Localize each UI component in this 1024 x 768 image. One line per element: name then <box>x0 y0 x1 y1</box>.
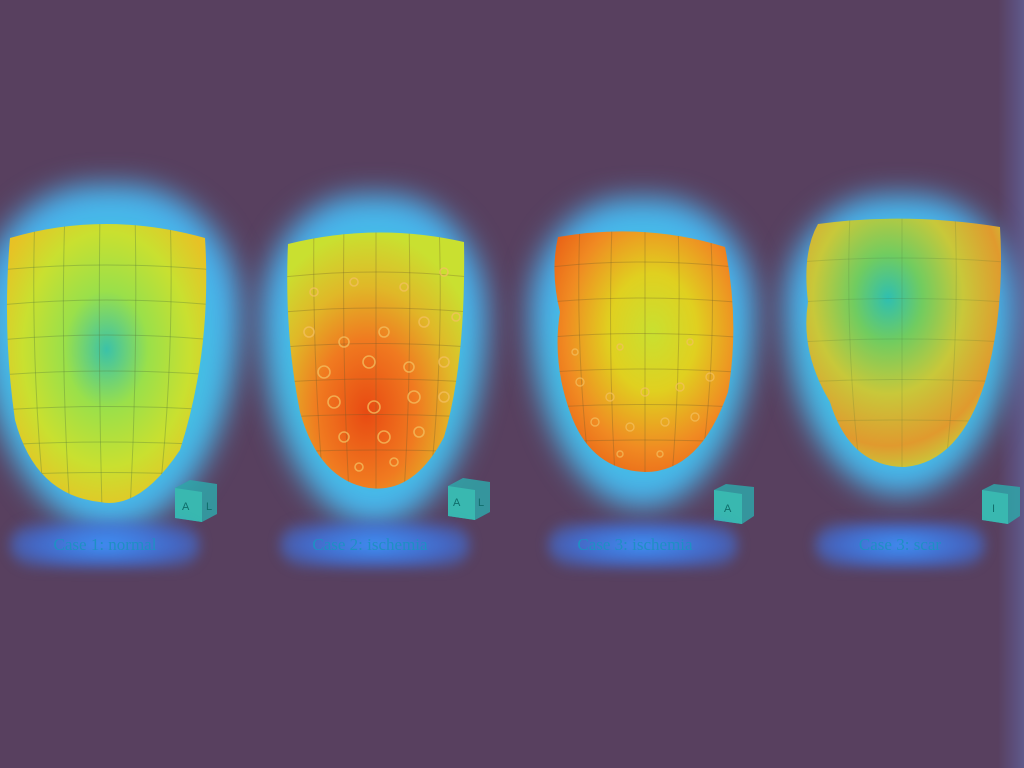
caption-glow <box>280 522 470 568</box>
cube-label: I <box>992 503 995 515</box>
heart-surface-map <box>287 232 465 489</box>
caption-case-3-ischemia: Case 3: ischemia <box>577 535 693 554</box>
heart-surface-map <box>806 218 1001 467</box>
cube-label: A <box>724 503 732 515</box>
cube-label: A <box>182 501 190 513</box>
heart-surface-map <box>6 224 207 503</box>
caption-glow <box>815 522 985 568</box>
orientation-cube: A <box>714 484 754 524</box>
orientation-cube: A L <box>175 480 217 522</box>
cube-label: A <box>453 497 461 509</box>
caption-case-1: Case 1: normal <box>53 535 157 554</box>
caption-glow <box>548 522 738 568</box>
caption-glow <box>10 522 200 568</box>
cube-label: L <box>478 497 484 509</box>
caption-case-3-scar: Case 3: scar <box>858 535 942 554</box>
cube-label: L <box>206 501 212 513</box>
orientation-cube: I <box>982 484 1020 524</box>
heart-surface-map <box>554 231 734 472</box>
caption-case-2: Case 2: ischemia <box>312 535 428 554</box>
orientation-cube: A L <box>448 478 490 520</box>
